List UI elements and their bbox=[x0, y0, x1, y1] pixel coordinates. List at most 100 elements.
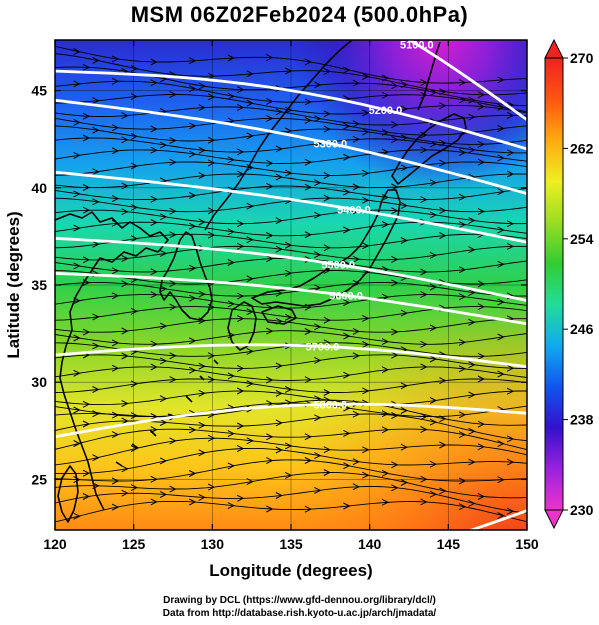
wind-arrowhead bbox=[468, 146, 476, 154]
wind-arrowhead bbox=[121, 465, 129, 473]
wind-arrowhead bbox=[169, 207, 177, 215]
wind-arrowhead bbox=[439, 232, 447, 240]
wind-arrowhead bbox=[73, 151, 81, 159]
wind-arrowhead bbox=[73, 262, 81, 270]
colorbar-tick-label: 246 bbox=[570, 321, 594, 337]
wind-arrowhead bbox=[314, 211, 322, 219]
wind-arrowhead bbox=[477, 208, 486, 215]
wind-arrowhead bbox=[275, 145, 283, 153]
wind-arrowhead bbox=[73, 334, 81, 342]
streamline bbox=[55, 500, 527, 523]
wind-arrowhead bbox=[246, 99, 254, 107]
wind-arrowhead bbox=[169, 352, 177, 360]
wind-arrowhead bbox=[468, 96, 476, 104]
contour-line-5100 bbox=[406, 40, 527, 121]
wind-arrowhead bbox=[429, 324, 438, 332]
wind-arrowhead bbox=[352, 279, 361, 287]
wind-arrowhead bbox=[400, 237, 409, 244]
wind-arrowhead bbox=[304, 183, 313, 191]
colorbar: 230 238 246 254 262 270 bbox=[544, 38, 594, 530]
wind-arrowhead bbox=[82, 420, 91, 428]
wind-arrowhead bbox=[207, 376, 216, 383]
wind-arrowhead bbox=[497, 103, 505, 111]
streamline bbox=[55, 106, 527, 126]
wind-arrowhead bbox=[420, 291, 428, 298]
wind-arrowhead bbox=[169, 231, 177, 239]
colorbar-tick-label: 270 bbox=[570, 50, 594, 66]
colorbar-tick-label: 238 bbox=[570, 412, 594, 428]
wind-arrowhead bbox=[169, 437, 177, 445]
streamline bbox=[55, 66, 527, 107]
wind-arrowhead bbox=[246, 347, 254, 355]
wind-arrowhead bbox=[246, 275, 254, 283]
streamline bbox=[55, 459, 527, 482]
wind-arrowhead bbox=[314, 251, 322, 259]
wind-arrowhead bbox=[477, 352, 486, 360]
streamline bbox=[55, 185, 527, 201]
wind-arrowhead bbox=[159, 395, 168, 403]
wind-arrowhead bbox=[458, 431, 467, 439]
streamline bbox=[55, 330, 527, 345]
streamline bbox=[55, 447, 527, 475]
wind-arrowhead bbox=[266, 457, 274, 465]
contour-label: 5700.0 bbox=[306, 341, 340, 353]
wind-arrowhead bbox=[420, 91, 428, 99]
wind-arrowhead bbox=[314, 356, 322, 364]
wind-arrowhead bbox=[343, 371, 351, 379]
x-tick-label: 135 bbox=[279, 536, 303, 552]
wind-arrowhead bbox=[323, 67, 331, 75]
wind-arrowhead bbox=[169, 303, 177, 311]
wind-arrowhead bbox=[266, 97, 274, 105]
wind-arrowhead bbox=[227, 54, 235, 62]
wind-arrowhead bbox=[150, 498, 158, 506]
wind-arrowhead bbox=[497, 260, 505, 268]
wind-arrowhead bbox=[439, 487, 447, 495]
streamline bbox=[55, 354, 527, 369]
wind-arrowhead bbox=[130, 412, 139, 420]
wind-arrowhead bbox=[468, 318, 476, 326]
wind-arrowhead bbox=[121, 112, 129, 120]
wind-arrowhead bbox=[121, 489, 129, 497]
wind-arrowhead bbox=[391, 279, 399, 287]
wind-arrowhead bbox=[314, 452, 322, 460]
wind-arrowhead bbox=[314, 395, 322, 403]
wind-arrowhead bbox=[352, 120, 361, 128]
wind-arrowhead bbox=[429, 355, 438, 363]
wind-arrowhead bbox=[304, 505, 313, 513]
wind-arrowhead bbox=[477, 420, 486, 428]
wind-arrowhead bbox=[92, 454, 100, 462]
wind-arrowhead bbox=[400, 134, 409, 142]
wind-arrowhead bbox=[506, 170, 515, 178]
wind-arrowhead bbox=[82, 112, 91, 120]
wind-arrowhead bbox=[236, 170, 245, 178]
colorbar-body bbox=[544, 57, 564, 511]
wind-arrowhead bbox=[352, 255, 361, 263]
wind-arrowhead bbox=[92, 342, 100, 350]
wind-arrowhead bbox=[111, 195, 120, 203]
wind-arrowhead bbox=[150, 363, 158, 371]
wind-arrowhead bbox=[458, 266, 467, 274]
wind-arrowhead bbox=[420, 131, 428, 139]
wind-arrowhead bbox=[420, 475, 428, 483]
streamline bbox=[55, 80, 527, 113]
wind-arrowhead bbox=[284, 385, 293, 393]
wind-arrowhead bbox=[121, 208, 129, 216]
wind-arrowhead bbox=[188, 470, 197, 477]
wind-arrowhead bbox=[381, 338, 390, 346]
wind-arrowhead bbox=[381, 410, 390, 418]
wind-arrowhead bbox=[236, 220, 245, 228]
streamline bbox=[55, 402, 527, 418]
wind-arrowhead bbox=[82, 206, 91, 214]
wind-arrowhead bbox=[314, 179, 322, 187]
wind-arrowhead bbox=[92, 313, 100, 321]
wind-arrowhead bbox=[323, 194, 331, 202]
wind-arrowhead bbox=[111, 411, 120, 419]
wind-arrowhead bbox=[246, 202, 254, 210]
wind-arrowhead bbox=[439, 159, 447, 167]
wind-arrowhead bbox=[497, 298, 505, 306]
wind-arrowhead bbox=[188, 192, 197, 199]
wind-arrowhead bbox=[506, 111, 515, 119]
wind-arrowhead bbox=[304, 328, 313, 335]
wind-arrowhead bbox=[323, 125, 331, 133]
wind-arrowhead bbox=[362, 196, 370, 204]
